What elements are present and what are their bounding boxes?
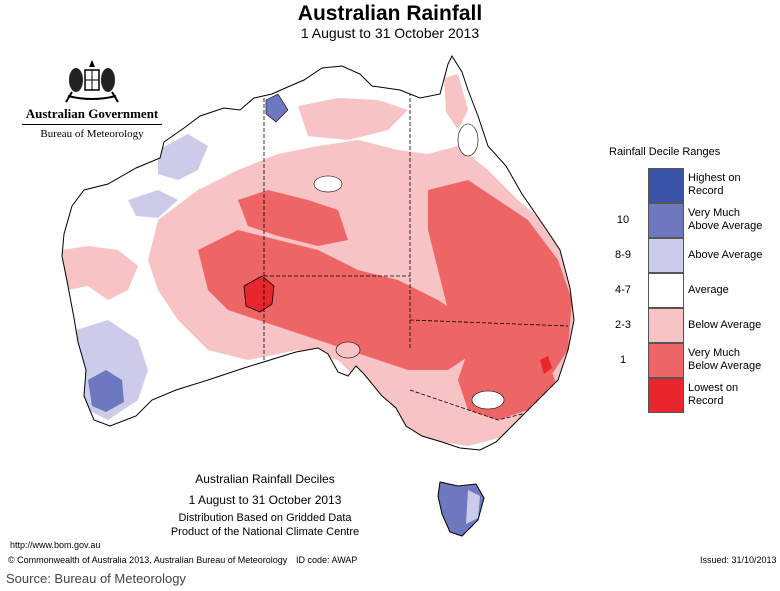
- government-logo: Australian Government Bureau of Meteorol…: [22, 58, 162, 140]
- legend-label: Highest on Record: [688, 172, 741, 197]
- legend-row-average: 4-7 Average: [612, 273, 772, 308]
- region-below-average-north: [298, 98, 408, 140]
- government-name: Australian Government: [22, 106, 162, 125]
- legend-swatch-very-much-above: [648, 203, 684, 238]
- legend-label: Very Much Below Average: [688, 347, 762, 372]
- region-average-hole-3: [457, 123, 479, 157]
- region-average-hole-4: [335, 341, 361, 359]
- legend-label: Below Average: [688, 319, 762, 331]
- legend-label: Very Much Above Average: [688, 207, 763, 232]
- legend-range: 4-7: [615, 284, 631, 296]
- legend-swatch-above: [648, 238, 684, 273]
- region-very-much-below-central: [198, 230, 478, 370]
- legend-swatch-below: [648, 308, 684, 343]
- legend-range: 10: [616, 214, 630, 226]
- copyright-text: © Commonwealth of Australia 2013, Austra…: [8, 555, 288, 565]
- region-below-average-cape: [444, 74, 468, 130]
- state-border-qld-nsw: [409, 319, 569, 327]
- legend-range: 2-3: [615, 319, 631, 331]
- bom-url-link[interactable]: http://www.bom.gov.au: [10, 540, 101, 550]
- legend-row-above: 8-9 Above Average: [612, 238, 772, 273]
- legend-row-lowest: Lowest on Record: [612, 378, 772, 413]
- legend-swatch-highest: [648, 168, 684, 203]
- region-average-hole-1: [313, 175, 343, 193]
- decile-legend: Highest on Record 10 Very Much Above Ave…: [612, 168, 772, 413]
- region-lowest-on-record-east: [540, 356, 552, 374]
- region-above-average-northwest: [158, 134, 208, 180]
- region-very-much-above-southwest: [88, 370, 124, 412]
- id-code: ID code: AWAP: [296, 555, 358, 565]
- mainland-coastline: [61, 54, 575, 451]
- legend-row-very-much-below: 1 Very Much Below Average: [612, 343, 772, 378]
- region-very-much-below-east: [428, 180, 572, 390]
- tasmania-east-average: [466, 490, 480, 524]
- legend-swatch-average: [648, 273, 684, 308]
- legend-row-below: 2-3 Below Average: [612, 308, 772, 343]
- map-subtitle: 1 August to 31 October 2013: [300, 25, 480, 41]
- caption-distribution: Distribution Based on Gridded Data: [178, 512, 352, 524]
- legend-label: Average: [688, 284, 729, 296]
- region-average-hole-2: [471, 390, 505, 410]
- region-above-average-west: [128, 190, 178, 218]
- caption-product: Product of the National Climate Centre: [170, 526, 360, 538]
- region-very-much-above-top-end: [265, 93, 289, 123]
- coat-of-arms-icon: [65, 60, 119, 103]
- source-credit: Source: Bureau of Meteorology: [6, 571, 186, 586]
- region-below-average-west: [62, 246, 138, 300]
- legend-swatch-lowest: [648, 378, 684, 413]
- legend-swatch-very-much-below: [648, 343, 684, 378]
- legend-title: Rainfall Decile Ranges: [609, 146, 721, 158]
- issued-date: Issued: 31/10/2013: [700, 555, 777, 565]
- caption-title: Australian Rainfall Deciles: [195, 472, 335, 486]
- region-lowest-on-record: [243, 275, 275, 313]
- legend-label: Above Average: [688, 249, 763, 261]
- legend-row-very-much-above: 10 Very Much Above Average: [612, 203, 772, 238]
- legend-range: 8-9: [615, 249, 631, 261]
- region-very-much-below-north: [238, 190, 348, 246]
- bureau-name: Bureau of Meteorology: [40, 128, 144, 140]
- legend-row-highest: Highest on Record: [612, 168, 772, 203]
- australia-rainfall-map: [61, 54, 575, 537]
- legend-label: Lowest on Record: [688, 382, 739, 407]
- legend-range: 1: [619, 354, 627, 366]
- caption-period: 1 August to 31 October 2013: [188, 493, 342, 507]
- map-title: Australian Rainfall: [297, 2, 483, 25]
